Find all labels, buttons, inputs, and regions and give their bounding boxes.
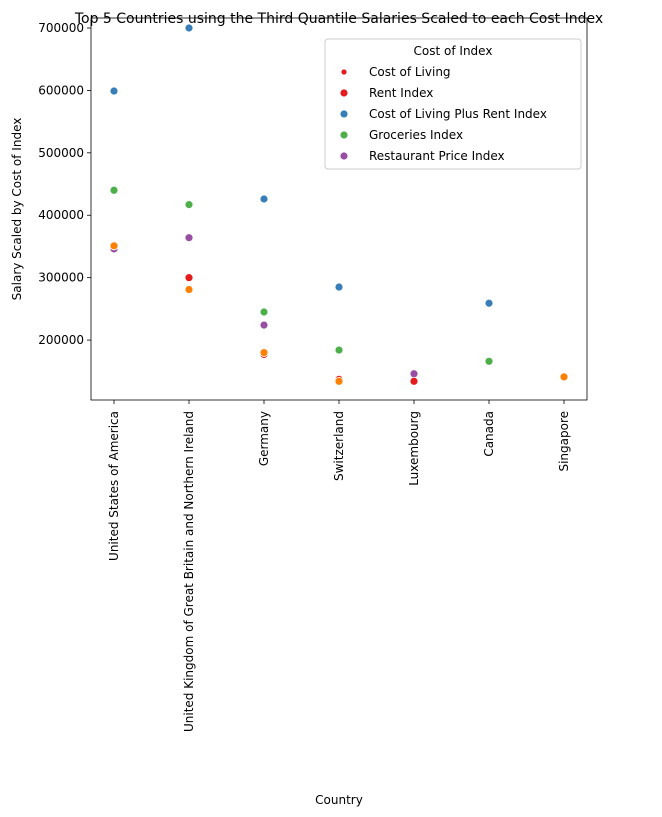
data-point [334,345,344,355]
y-tick-label: 600000 [38,83,84,97]
data-point [259,320,269,330]
x-tick-label: Singapore [557,411,571,472]
x-axis: United States of America United Kingdom o… [107,400,571,732]
y-tick-label: 400000 [38,208,84,222]
data-point [259,348,269,357]
data-point [409,376,419,386]
data-point [559,372,569,382]
legend-marker [339,88,349,98]
data-point [184,23,194,33]
y-tick-label: 700000 [38,21,84,35]
legend-label: Groceries Index [369,128,463,142]
legend-marker [340,68,348,76]
y-axis: 200000 300000 400000 500000 600000 700000 [38,21,91,347]
data-point [409,369,419,379]
y-tick-label: 200000 [38,333,84,347]
data-point [109,185,119,195]
data-point [184,200,194,210]
data-point [334,282,344,292]
plot-frame [90,17,588,401]
legend-label: Cost of Living Plus Rent Index [369,107,547,121]
data-point [109,241,119,251]
legend-title: Cost of Index [414,44,493,58]
x-tick-label: Canada [482,411,496,457]
legend-marker [339,109,349,119]
x-tick-label: Germany [257,411,271,466]
data-points [109,23,569,386]
data-point [484,356,494,366]
data-point [184,273,194,283]
data-point [259,307,269,317]
legend-label: Restaurant Price Index [369,149,505,163]
y-axis-label: Salary Scaled by Cost of Index [10,118,24,301]
legend-marker [339,151,349,161]
data-point [484,298,494,308]
legend-box [324,38,582,170]
data-point [184,285,194,294]
data-point [109,86,119,96]
y-tick-label: 300000 [38,271,84,285]
legend-label: Rent Index [369,86,433,100]
legend-marker [339,130,349,140]
x-tick-label: Luxembourg [407,411,421,486]
legend-label: Cost of Living [369,65,451,79]
chart-title: Top 5 Countries using the Third Quantile… [74,11,603,27]
data-point [334,376,344,386]
x-tick-label: United Kingdom of Great Britain and Nort… [182,411,196,732]
y-tick-label: 500000 [38,146,84,160]
x-axis-label: Country [315,793,363,807]
data-point [259,194,269,204]
x-tick-label: United States of America [107,411,121,561]
x-tick-label: Switzerland [332,411,346,481]
data-point [184,233,194,243]
legend: Cost of Index Cost of Living Rent Index Co… [324,38,582,170]
